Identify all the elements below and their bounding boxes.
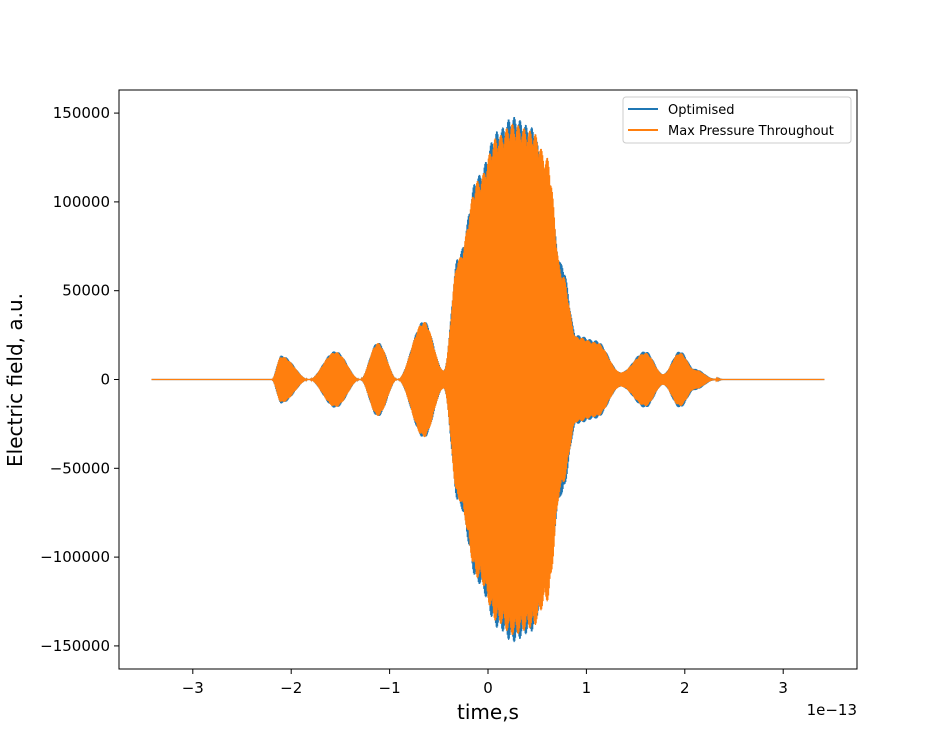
- legend: Optimised Max Pressure Throughout: [622, 96, 852, 144]
- x-offset-label: 1e−13: [807, 701, 857, 719]
- y-axis: −150000 −100000 −50000 0 50000 100000 150000: [40, 104, 119, 655]
- y-tick-label: −100000: [40, 548, 110, 566]
- legend-box: [622, 96, 852, 144]
- y-axis-label: Electric field, a.u.: [3, 293, 27, 467]
- series-line-max-pressure: [151, 123, 825, 635]
- x-tick-label: 2: [680, 679, 690, 697]
- y-tick-label: −50000: [50, 459, 110, 477]
- x-tick-label: −3: [182, 679, 204, 697]
- y-tick-label: 0: [100, 371, 110, 389]
- y-tick-label: −150000: [40, 637, 110, 655]
- plot-area: [151, 117, 825, 643]
- legend-label-optimised: Optimised: [668, 103, 735, 118]
- x-tick-label: −2: [280, 679, 302, 697]
- x-tick-label: 0: [483, 679, 493, 697]
- x-axis-label: time,s: [457, 700, 519, 724]
- legend-label-max-pressure: Max Pressure Throughout: [668, 124, 834, 139]
- x-tick-label: 3: [778, 679, 788, 697]
- y-tick-label: 150000: [53, 104, 110, 122]
- x-tick-label: 1: [582, 679, 592, 697]
- x-tick-label: −1: [379, 679, 401, 697]
- x-axis: −3 −2 −1 0 1 2 3: [182, 669, 788, 697]
- y-tick-label: 100000: [53, 193, 110, 211]
- y-tick-label: 50000: [62, 282, 110, 300]
